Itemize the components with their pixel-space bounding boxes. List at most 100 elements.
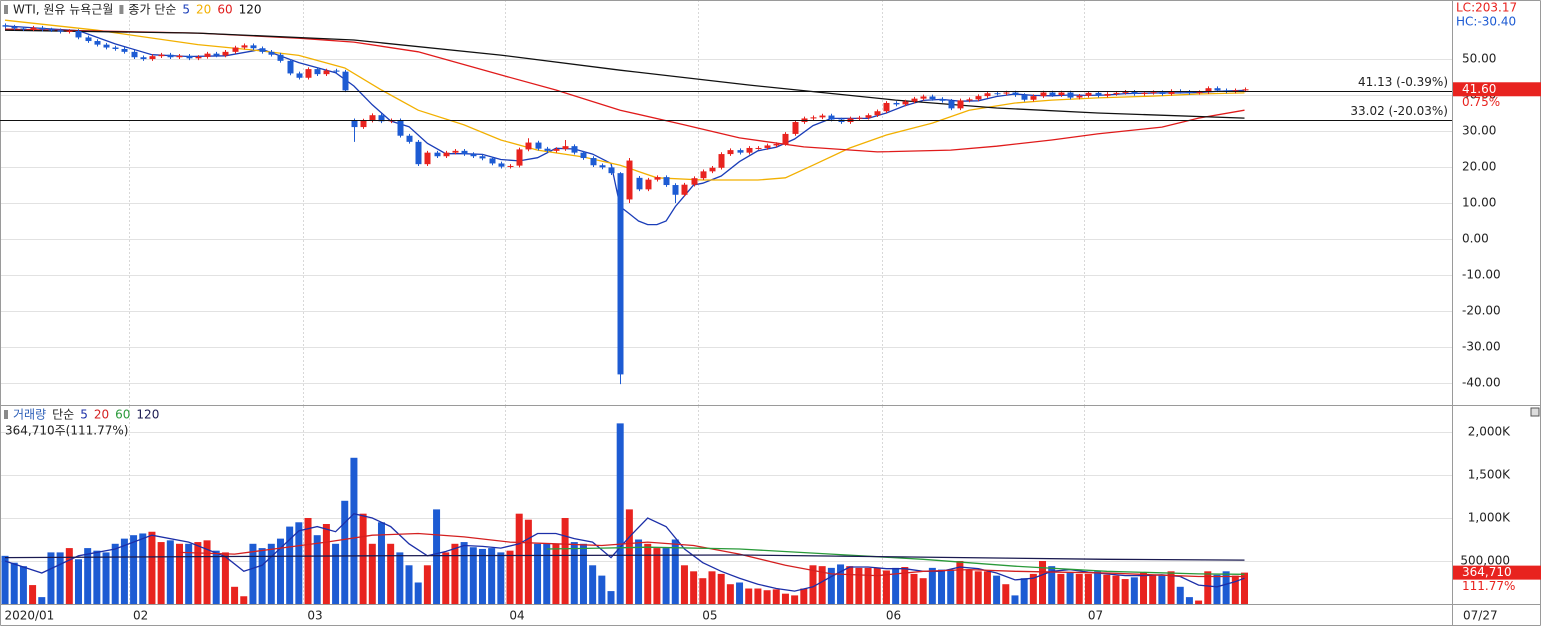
volume-bar — [708, 571, 716, 604]
volume-bar — [423, 565, 431, 604]
volume-bar — [928, 567, 936, 604]
candle-body — [186, 55, 193, 59]
candle-body — [691, 178, 698, 185]
candle-body — [1095, 92, 1102, 96]
candle-body — [1232, 90, 1239, 92]
volume-bar — [644, 543, 652, 604]
volume-bar — [671, 539, 679, 604]
volume-bar — [1057, 573, 1065, 604]
legend-entry: 120 — [136, 408, 159, 422]
volume-bar — [1130, 577, 1138, 604]
candle-body — [571, 146, 578, 153]
reference-label: 41.13 (-0.39%) — [1358, 75, 1448, 89]
x-tick-label: 02 — [133, 609, 148, 623]
volume-bar — [488, 548, 496, 604]
last-value-box — [1453, 565, 1541, 580]
candle-body — [608, 167, 615, 174]
volume-bar — [258, 548, 266, 604]
volume-bar — [589, 565, 597, 604]
candle-body — [957, 100, 964, 109]
panel-button[interactable] — [1530, 407, 1540, 417]
volume-bar — [1140, 572, 1148, 604]
candle-body — [1040, 92, 1047, 97]
candle-body — [1159, 92, 1166, 94]
candle-body — [48, 29, 55, 31]
candle-body — [140, 57, 147, 60]
volume-bar — [543, 543, 551, 604]
candle-body — [351, 120, 358, 128]
volume-bar — [919, 578, 927, 604]
volume-bar — [1222, 571, 1230, 604]
y-tick-label: 1,000K — [1468, 510, 1511, 524]
legend-title: WTI, 원유 뉴욕근월 — [13, 3, 113, 17]
x-tick-label: 05 — [702, 609, 717, 623]
candle-body — [893, 102, 900, 105]
candle-body — [1058, 92, 1065, 96]
candle-body — [268, 51, 275, 55]
candle-body — [1085, 92, 1092, 96]
volume-bar — [965, 569, 973, 604]
moving-average-line — [179, 532, 1245, 578]
candle-body — [360, 120, 367, 128]
candle-body — [2, 25, 9, 27]
volume-bar — [616, 423, 624, 604]
change-label: 111.77% — [1462, 579, 1515, 593]
volume-bar — [598, 575, 606, 604]
candle-body — [66, 30, 73, 32]
candle-body — [39, 27, 46, 30]
volume-bar — [754, 588, 762, 604]
volume-bar — [1020, 578, 1028, 604]
candle-body — [984, 93, 991, 97]
volume-bar — [414, 582, 422, 604]
volume-bar — [231, 586, 239, 604]
candle-body — [20, 28, 27, 30]
volume-bar — [653, 548, 661, 604]
volume-bar — [938, 569, 946, 604]
candle-body — [222, 51, 229, 56]
volume-bar — [497, 552, 505, 604]
candle-body — [103, 44, 110, 48]
volume-bar — [469, 547, 477, 604]
candle-body — [525, 142, 532, 150]
candle-body — [369, 115, 376, 121]
volume-bar — [387, 543, 395, 604]
candle-body — [479, 156, 486, 159]
x-tick-label: 04 — [509, 609, 524, 623]
volume-bar — [579, 543, 587, 604]
legend-entry: 120 — [239, 3, 262, 17]
y-tick-label: -10.00 — [1462, 268, 1501, 282]
volume-bar — [350, 457, 358, 604]
candle-body — [654, 177, 661, 180]
candle-body — [1242, 89, 1249, 91]
volume-bar — [175, 543, 183, 604]
last-value-box — [1453, 82, 1541, 97]
volume-bar — [166, 540, 174, 604]
candle-body — [1122, 91, 1129, 93]
candle-body — [1131, 91, 1138, 94]
volume-bar — [405, 565, 413, 604]
moving-average-line — [4, 28, 1245, 153]
volume-bar — [451, 543, 459, 604]
moving-average-line — [4, 554, 1245, 561]
x-tick-label: 2020/01 — [4, 609, 54, 623]
candle-body — [507, 165, 514, 167]
candle-body — [85, 37, 92, 42]
volume-bar — [818, 566, 826, 604]
legend-entry: 5 — [80, 408, 88, 422]
volume-bar — [111, 543, 119, 604]
volume-bar — [65, 548, 73, 604]
volume-bar — [139, 533, 147, 604]
volume-bar — [47, 552, 55, 604]
volume-bar — [1103, 574, 1111, 604]
candle-body — [461, 150, 468, 155]
candle-body — [489, 158, 496, 164]
volume-bar — [717, 573, 725, 604]
volume-bar — [873, 567, 881, 604]
volume-bar — [1176, 586, 1184, 604]
candle-body — [498, 163, 505, 167]
volume-bar — [983, 571, 991, 604]
candle-body — [232, 47, 239, 52]
volume-bar — [1204, 571, 1212, 604]
change-label: 0.75% — [1462, 95, 1500, 109]
volume-bar — [1048, 566, 1056, 604]
